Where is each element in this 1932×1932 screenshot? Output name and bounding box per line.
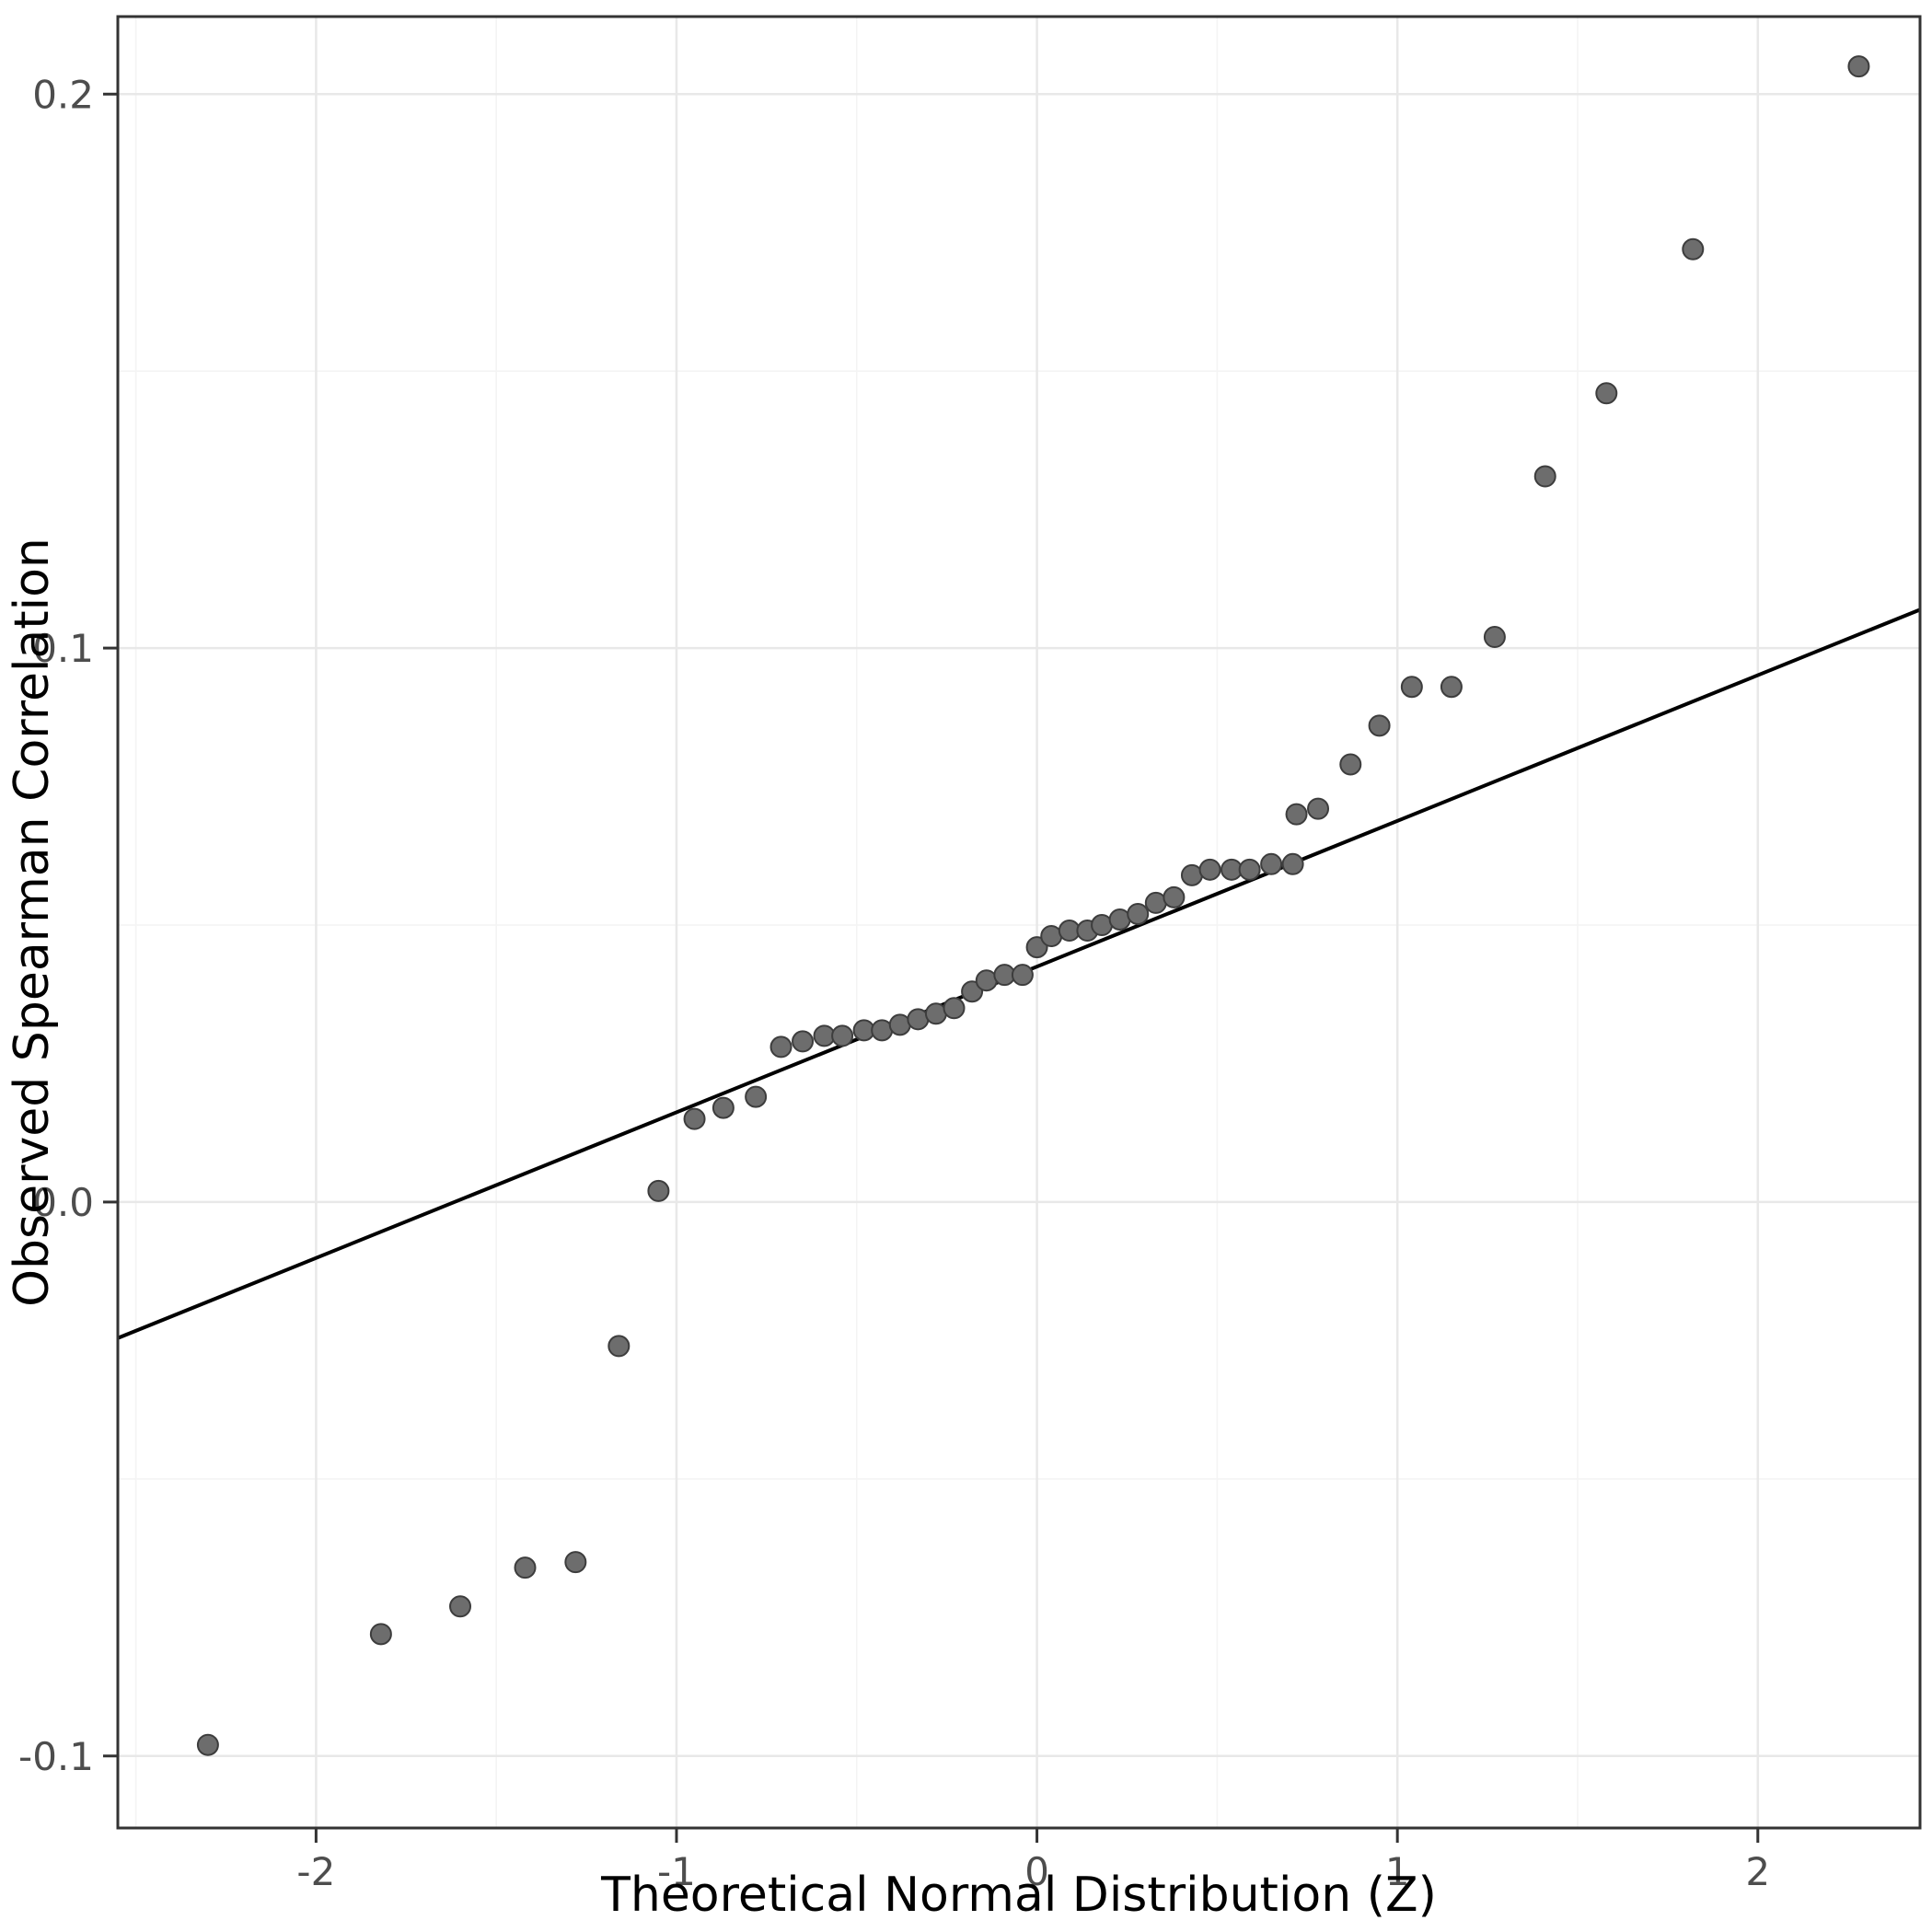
data-point [1483,626,1506,649]
data-point [769,1035,792,1059]
data-point [647,1179,670,1202]
data-point [1400,676,1423,699]
data-point [564,1551,587,1574]
data-point [1011,964,1034,987]
data-point [745,1085,768,1108]
data-point [1307,797,1330,820]
data-point [1238,858,1261,881]
y-axis-title: Observed Spearman Correlation [5,538,60,1307]
y-tick-label: 0.1 [32,626,94,671]
data-point [1847,55,1870,78]
x-tick-label: 0 [1024,1849,1049,1894]
data-point [1163,885,1186,908]
data-point [1339,753,1362,776]
data-point [607,1335,631,1358]
data-point [1533,465,1556,488]
data-point [1260,852,1283,875]
y-tick-label: 0.0 [32,1180,94,1225]
x-tick-label: 1 [1385,1849,1410,1894]
data-point [1595,382,1618,405]
data-point [369,1623,392,1646]
data-point [1682,237,1705,260]
plot-panel [116,15,1922,1830]
data-point [1285,803,1308,826]
data-point [1025,936,1048,959]
x-tick-label: -2 [296,1849,335,1894]
data-point [1127,902,1150,925]
x-axis-title: Theoretical Normal Distribution (Z) [600,1868,1437,1923]
data-point [1198,858,1221,881]
data-point [961,980,984,1003]
y-tick-label: -0.1 [18,1734,94,1779]
data-point [683,1107,706,1130]
data-point [514,1556,537,1579]
panel-border [116,15,1922,1830]
panel-background [118,17,1920,1828]
data-point [1368,714,1391,737]
data-point [943,997,966,1020]
data-point [831,1024,854,1047]
data-point [196,1733,219,1756]
x-tick-label: -1 [657,1849,696,1894]
data-point [449,1595,472,1618]
axes: -2 -1 0 1 2 -0.1 0.0 0.1 0.2 [18,72,1770,1894]
data-point [1281,852,1304,875]
data-point [1440,676,1463,699]
y-tick-label: 0.2 [32,72,94,117]
data-point [792,1030,815,1053]
x-tick-label: 2 [1745,1849,1770,1894]
data-point [711,1096,735,1119]
